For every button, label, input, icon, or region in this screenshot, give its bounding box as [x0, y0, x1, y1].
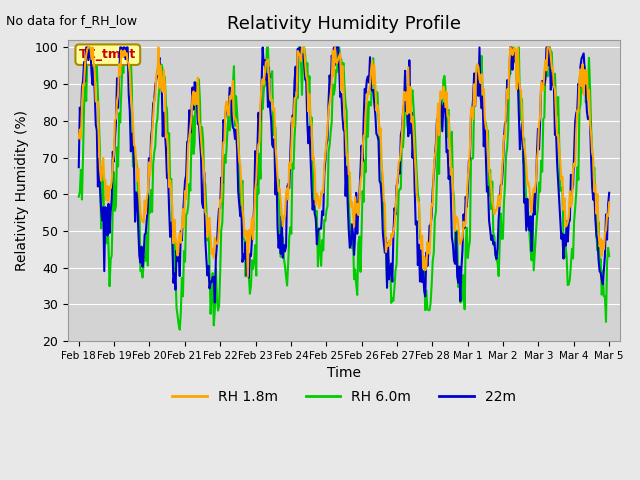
X-axis label: Time: Time [327, 366, 361, 381]
Title: Relativity Humidity Profile: Relativity Humidity Profile [227, 15, 461, 33]
Text: TZ_tmet: TZ_tmet [79, 48, 136, 61]
Text: No data for f_RH_low: No data for f_RH_low [6, 14, 138, 27]
Y-axis label: Relativity Humidity (%): Relativity Humidity (%) [15, 110, 29, 271]
Legend: RH 1.8m, RH 6.0m, 22m: RH 1.8m, RH 6.0m, 22m [166, 384, 522, 409]
